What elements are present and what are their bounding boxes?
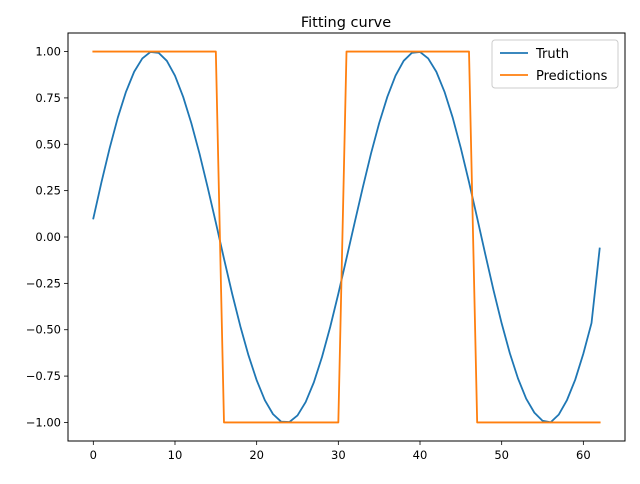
x-axis-ticks: 0 10 20 30 40 50 60 — [90, 441, 591, 462]
x-tick-label: 20 — [249, 448, 264, 462]
y-tick-label: 0.25 — [35, 184, 61, 198]
y-tick-label: −0.50 — [26, 323, 61, 337]
y-tick-label: −0.25 — [26, 276, 61, 290]
y-tick-label: −1.00 — [26, 415, 61, 429]
y-tick-label: 1.00 — [35, 45, 61, 59]
legend-box — [491, 39, 619, 89]
legend-label-predictions: Predictions — [536, 69, 608, 84]
x-tick-label: 40 — [413, 448, 428, 462]
x-tick-label: 60 — [576, 448, 591, 462]
y-axis-ticks: −1.00 −0.75 −0.50 −0.25 0.00 0.25 0.50 0.75 1.00 — [26, 45, 68, 429]
series-line-truth — [92, 51, 601, 424]
y-tick-label: 0.00 — [35, 230, 61, 244]
legend-label-truth: Truth — [535, 47, 569, 62]
chart-title: Fitting curve — [301, 15, 391, 31]
series-line-predictions — [92, 50, 601, 424]
series-layer — [92, 50, 601, 424]
y-tick-label: 0.75 — [35, 91, 61, 105]
x-tick-label: 10 — [168, 448, 183, 462]
legend: Truth Predictions — [491, 39, 619, 89]
x-tick-label: 0 — [90, 448, 97, 462]
x-tick-label: 30 — [331, 448, 346, 462]
y-tick-label: −0.75 — [26, 369, 61, 383]
y-tick-label: 0.50 — [35, 137, 61, 151]
x-tick-label: 50 — [494, 448, 509, 462]
